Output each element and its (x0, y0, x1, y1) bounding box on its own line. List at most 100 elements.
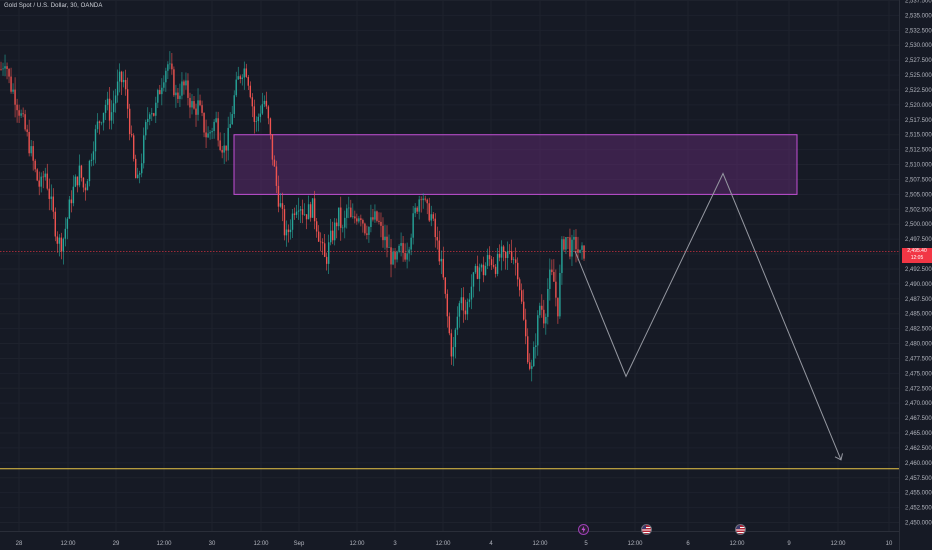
candle (249, 81, 252, 99)
price-axis-tick-label: 2,527.500 (905, 58, 932, 64)
candle (147, 107, 149, 130)
candle (364, 222, 366, 236)
candle (354, 210, 356, 224)
us-flag-event-icon[interactable] (641, 524, 652, 535)
candle (233, 90, 235, 118)
candle (525, 308, 527, 345)
candle (68, 196, 71, 219)
candle (374, 204, 376, 223)
candle (22, 107, 24, 118)
candle (547, 278, 549, 325)
candle (159, 84, 161, 95)
price-axis[interactable]: 2,450.000 2,452.500 2,455.000 2,457.500 2,46… (905, 0, 932, 527)
candle (265, 91, 268, 110)
candle (112, 90, 115, 124)
candle (227, 116, 229, 161)
candle (569, 228, 571, 260)
candle (219, 132, 221, 152)
candle (28, 119, 30, 157)
time-axis-tick-label: 12:00 (627, 541, 643, 547)
candle (305, 214, 308, 230)
candle (283, 204, 286, 241)
candle (120, 70, 123, 95)
price-axis-tick-label: 2,535.000 (905, 13, 932, 19)
candle (551, 259, 553, 276)
price-axis-tick-label: 2,505.000 (905, 192, 932, 198)
candle (380, 212, 382, 238)
candle (299, 205, 302, 224)
candle (577, 236, 579, 261)
candle (205, 119, 207, 149)
candle (70, 190, 73, 213)
candle (32, 140, 34, 171)
candle (370, 204, 372, 233)
candle (12, 83, 14, 95)
time-axis[interactable]: 28 12:00 29 12:00 30 12:00 Sep 12:00 3 12:00 4 12:0… (16, 541, 893, 547)
candle (321, 238, 324, 255)
candle (508, 244, 511, 255)
candle (492, 256, 495, 269)
candle (203, 112, 205, 138)
price-axis-tick-label: 2,500.000 (905, 222, 932, 228)
candle (86, 178, 89, 191)
candle (163, 75, 165, 92)
candle (239, 74, 241, 84)
candle (76, 176, 79, 193)
current-price-value: 2,495.40 (907, 248, 927, 254)
candle (155, 96, 157, 124)
price-axis-tick-label: 2,522.500 (905, 88, 932, 94)
candle (388, 234, 390, 248)
candle (561, 236, 563, 285)
candle (330, 218, 332, 246)
current-price-tag: 2,495.40 12:05 (902, 248, 932, 263)
candle (124, 69, 127, 96)
candle (211, 127, 213, 140)
candle (506, 241, 509, 270)
candle (20, 109, 22, 118)
candle (118, 63, 121, 93)
price-axis-tick-label: 2,532.500 (905, 28, 932, 34)
candle (348, 196, 350, 219)
candle (96, 113, 99, 133)
candle (458, 300, 461, 328)
projection-path[interactable] (574, 172, 842, 461)
candle (38, 171, 40, 196)
candle (583, 245, 585, 261)
candle (167, 61, 169, 80)
candle (336, 218, 338, 239)
candle (378, 212, 380, 225)
candle (100, 121, 103, 126)
candle (356, 213, 358, 225)
candle (486, 248, 489, 270)
price-axis-tick-label: 2,467.500 (905, 416, 932, 422)
us-flag-event-icon[interactable] (735, 524, 746, 535)
candle (187, 73, 189, 106)
price-axis-tick-label: 2,515.000 (905, 133, 932, 139)
candle (502, 244, 505, 262)
candle (516, 257, 519, 287)
candle (217, 111, 219, 147)
symbol-title[interactable]: Gold Spot / U.S. Dollar, 30, OANDA (4, 3, 103, 9)
candle (285, 220, 288, 247)
lightning-event-icon[interactable] (578, 524, 589, 535)
candle (352, 203, 354, 219)
candle (145, 119, 147, 140)
horizontal-lines (0, 251, 899, 470)
candle (185, 72, 187, 90)
price-axis-tick-label: 2,452.500 (905, 506, 932, 512)
candle (366, 225, 368, 240)
time-axis-tick-label: 6 (686, 541, 690, 547)
candle (362, 218, 364, 233)
candle (193, 96, 195, 110)
resistance-zone[interactable] (233, 134, 798, 195)
candle (527, 328, 529, 365)
candle (452, 336, 455, 367)
candle (179, 83, 181, 108)
candle (372, 208, 374, 222)
candle (565, 236, 567, 255)
candle (563, 236, 565, 252)
projection-arrowhead (834, 453, 843, 461)
candle (106, 91, 109, 111)
candle (319, 232, 322, 252)
